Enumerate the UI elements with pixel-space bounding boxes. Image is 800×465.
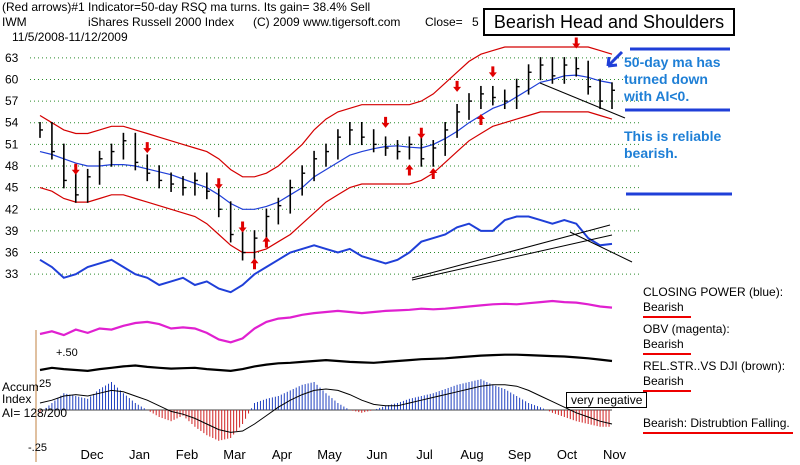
x-label-Jul: Jul [416,447,433,462]
price-gridlines [30,57,640,275]
note-ma-turn-line-1: 50-day ma has [624,54,721,70]
closing-power-value: Bearish [643,300,684,314]
header-copyright: (C) 2009 www.tigersoft.com [253,15,401,29]
x-label-Jun: Jun [367,447,388,462]
closing-power-underline [643,316,691,318]
signal-arrows [71,37,581,270]
sell-arrow-3 [71,163,80,175]
accum-title-2: Index [2,392,32,406]
obv-value: Bearish [643,337,684,351]
y-tick-60: 60 [5,72,19,86]
y-tick-51: 51 [5,137,19,151]
obv-line [39,299,613,344]
upper-band [39,46,613,178]
annotations [35,47,732,462]
relstr-value: Bearish [643,374,684,388]
buy-arrow-18 [250,258,259,270]
cp-breakline [569,231,633,263]
relstr-series [39,353,613,373]
header-indicator-line: (Red arrows)#1 Indicator=50-day RSQ ma t… [2,0,371,14]
buy-arrow-31 [405,164,414,176]
accum-plus-label: .25 [36,378,52,390]
y-tick-42: 42 [5,202,19,216]
cp-trendline-2 [411,234,613,281]
header-close-label: Close= [425,15,463,29]
sell-arrow-45 [572,37,581,49]
y-tick-45: 45 [5,181,19,195]
x-label-Apr: Apr [272,447,293,462]
header-date-range: 11/5/2008-11/12/2009 [12,30,128,44]
x-label-May: May [317,447,342,462]
buy-arrow-19 [262,236,271,248]
sell-arrow-29 [381,116,390,128]
neckline [539,82,626,119]
y-axis-tick-labels: 33 36 39 42 45 48 51 54 57 60 63 [5,51,19,281]
relstr-line [39,353,613,373]
accum-minus-label: -.25 [28,442,47,454]
x-label-Nov: Nov [603,447,627,462]
obv-label: OBV (magenta): [643,322,730,336]
note-ma-turn-line-3: with AI<0. [624,88,690,104]
obv-scale-label: +.50 [56,347,78,359]
y-tick-33: 33 [5,267,19,281]
note-reliable-line-1: This is reliable [624,128,722,144]
note-ma-turn: 50-day ma has turned down with AI<0. [624,54,721,105]
y-tick-57: 57 [5,94,19,108]
note-reliable-line-2: bearish. [624,145,678,161]
sell-arrow-32 [417,127,426,139]
distribution-underline [643,432,793,434]
accum-ma-series [39,384,613,433]
y-tick-63: 63 [5,51,19,65]
x-label-Jan: Jan [129,447,150,462]
x-label-Feb: Feb [176,447,198,462]
closing-power-series [39,215,613,294]
x-label-Aug: Aug [460,447,483,462]
price-bars [39,57,615,261]
ma50-series [39,74,613,210]
header-close-value: 5 [472,15,479,29]
accum-ai-value: AI= 128/200 [2,406,68,420]
buy-arrow-37 [476,113,485,125]
relstr-underline [643,390,691,392]
very-negative-label: very negative [566,392,648,408]
cp-trendline-1 [411,224,611,279]
obv-series [39,299,613,344]
y-tick-48: 48 [5,159,19,173]
y-tick-36: 36 [5,246,19,260]
relstr-label: REL.STR..VS DJI (brown): [643,359,786,373]
blue-pointer-arrow [606,50,624,68]
lower-band [39,111,613,254]
sell-arrow-9 [143,142,152,154]
obv-underline [643,353,691,355]
bearish-hs-banner: Bearish Head and Shoulders [483,8,735,36]
x-label-Mar: Mar [223,447,246,462]
y-tick-39: 39 [5,224,19,238]
closing-power-label: CLOSING POWER (blue): [643,285,784,299]
header-index-name: iShares Russell 2000 Index [88,15,235,29]
header-ticker: IWM [2,15,27,29]
x-label-Dec: Dec [80,447,104,462]
distribution-note: Bearish: Distrubtion Falling. [643,416,790,430]
accum-index-histogram [39,379,613,441]
sell-arrow-15 [214,178,223,190]
closing-power-line [39,215,613,294]
x-axis-month-labels: Dec Jan Feb Mar Apr May Jun Jul Aug Sep Oct Nov [80,447,626,462]
sell-arrow-35 [453,80,462,92]
x-label-Sep: Sep [508,447,531,462]
note-ma-turn-line-2: turned down [624,71,708,87]
bollinger-bands [39,46,613,254]
sell-arrow-17 [238,221,247,233]
sell-arrow-38 [488,66,497,78]
accum-title-1: Accum [2,380,39,394]
buy-arrow-33 [429,168,438,180]
ma50-line [39,74,613,210]
y-tick-54: 54 [5,116,19,130]
note-reliable: This is reliable bearish. [624,128,721,162]
x-label-Oct: Oct [557,447,578,462]
